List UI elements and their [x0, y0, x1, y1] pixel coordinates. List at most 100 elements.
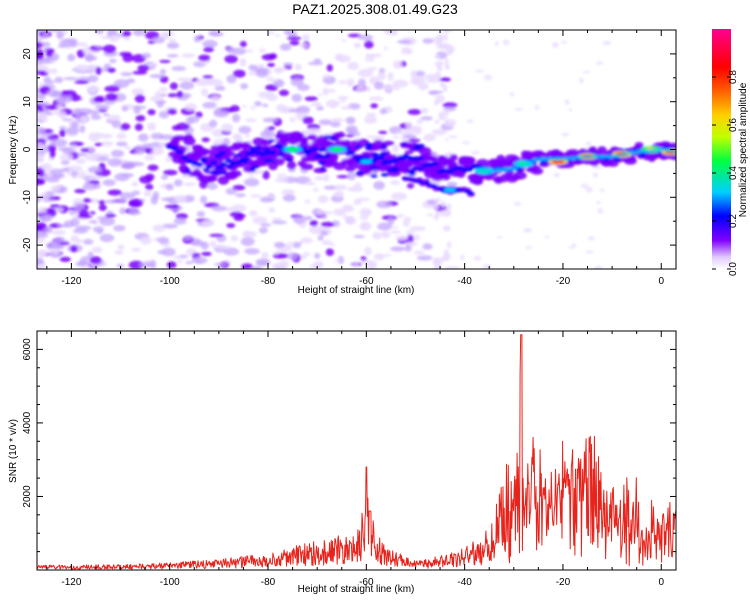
- spectrogram-blob: [330, 121, 341, 128]
- spectrogram-blob: [95, 66, 102, 75]
- spectrogram-blob: [440, 201, 447, 208]
- spectrogram-blob: [100, 141, 114, 147]
- spectrogram-blob: [405, 230, 415, 235]
- spectrogram-blob: [225, 158, 233, 163]
- spectrogram-blob: [202, 101, 217, 109]
- spectrogram-blob: [534, 105, 540, 110]
- spectrogram-blob: [366, 263, 377, 269]
- spectrogram-blob: [157, 236, 170, 244]
- colorbar-tick-label: 0.8: [728, 70, 739, 84]
- snr-series-line: [37, 334, 676, 570]
- spectrogram-blob: [321, 74, 331, 79]
- spectrogram-blob: [57, 224, 70, 228]
- spectrogram-blob: [274, 264, 287, 269]
- spectrogram-blob: [364, 146, 373, 151]
- spectrogram-blob: [514, 201, 521, 206]
- spectrogram-blob: [404, 216, 412, 222]
- spectrogram-blob: [59, 129, 66, 138]
- spectrogram-blob: [657, 147, 666, 152]
- spectrogram-blob: [302, 34, 311, 41]
- spectrogram-blob: [104, 85, 120, 93]
- spectrogram-blob: [233, 69, 246, 78]
- spectrogram-blob: [209, 170, 217, 174]
- spectrogram-blob: [281, 108, 290, 114]
- spectrogram-blob: [417, 82, 429, 91]
- spectrogram-blob: [92, 226, 105, 233]
- spectrogram-blob: [291, 93, 302, 103]
- spectrogram-blob: [442, 102, 458, 108]
- snr-frame: [36, 330, 677, 571]
- spectrogram-blob: [293, 215, 306, 224]
- spectrogram-blob: [105, 93, 118, 101]
- spectrogram-blob: [131, 247, 142, 252]
- spectrogram-blob: [74, 188, 87, 194]
- spectrogram-blob: [199, 148, 212, 155]
- spectrogram-blob: [496, 235, 503, 239]
- spectrogram-blob: [258, 48, 267, 53]
- spectrogram-blob: [59, 256, 71, 263]
- spectrogram-blob: [411, 166, 418, 171]
- spectrogram-blob: [235, 193, 246, 198]
- spectrogram-blob: [585, 186, 593, 193]
- spectrogram-blob: [48, 208, 57, 217]
- spectrogram-blob: [502, 167, 511, 172]
- spectrogram-blob: [149, 74, 165, 79]
- spectrogram-blob: [256, 69, 269, 78]
- spectrogram-blob: [90, 114, 102, 120]
- spectrogram-blob: [244, 248, 260, 255]
- spectrogram-blob: [347, 186, 364, 192]
- spectrogram-blob: [443, 188, 456, 193]
- spectrogram-blob: [281, 189, 295, 196]
- spectrogram-blob: [413, 125, 423, 135]
- spectrogram-blob: [82, 239, 94, 245]
- spectrogram-blob: [278, 89, 290, 97]
- spectrogram-blob: [420, 116, 434, 121]
- spectrogram-blob: [159, 59, 171, 64]
- spectrogram-blob: [627, 150, 636, 155]
- spectrogram-blob: [391, 226, 400, 229]
- spectrogram-blob: [124, 146, 132, 150]
- spectrogram-y-label: Frequency (Hz): [8, 116, 19, 185]
- spectrogram-blob: [105, 213, 117, 218]
- spectrogram-blob: [37, 144, 41, 150]
- spectrogram-blob: [232, 113, 241, 123]
- spectrogram-blob: [405, 121, 413, 131]
- spectrogram-blob: [183, 136, 196, 146]
- spectrogram-blob: [380, 161, 387, 166]
- spectrogram-blob: [240, 237, 255, 247]
- spectrogram-blob: [176, 259, 184, 264]
- spectrogram-blob: [37, 170, 45, 177]
- spectrogram-blob: [378, 130, 388, 135]
- spectrogram-blob: [364, 56, 375, 63]
- snr-axes: -120 -100 -80 -60 -40 -20 0 2000 4000 6000: [22, 330, 676, 588]
- spectrogram-blob: [428, 90, 444, 94]
- spectrogram-blob: [176, 149, 184, 154]
- spectrogram-blob: [165, 156, 172, 163]
- spectrogram-blob: [560, 40, 568, 44]
- spectrogram-blob: [302, 251, 311, 257]
- spectrogram-blob: [41, 41, 51, 47]
- spectrogram-blob: [271, 217, 282, 222]
- spectrogram-blob: [231, 204, 247, 212]
- spectrogram-blob: [161, 31, 176, 37]
- spectrogram-blob: [95, 104, 110, 111]
- spectrogram-blob: [413, 79, 421, 86]
- spectrogram-blob: [404, 244, 412, 252]
- spectrogram-blob: [289, 40, 300, 46]
- spectrogram-blob: [347, 61, 359, 71]
- spectrogram-blob: [531, 167, 544, 175]
- spectrogram-blob: [322, 87, 329, 96]
- spectrogram-blob: [553, 172, 561, 178]
- spectrogram-blob: [449, 154, 458, 162]
- spectrogram-blob: [202, 167, 210, 172]
- spectrogram-blob: [413, 250, 425, 255]
- spectrogram-blob: [406, 48, 413, 55]
- spectrogram-blob: [409, 226, 426, 232]
- spectrogram-blob: [59, 125, 67, 130]
- spectrogram-blob: [131, 88, 145, 96]
- spectrogram-blob: [184, 103, 198, 111]
- spectrogram-blob: [37, 52, 44, 60]
- spectrogram-blob: [268, 53, 278, 60]
- spectrogram-blob: [363, 116, 378, 124]
- spectrogram-x-tick-label: -80: [261, 276, 276, 287]
